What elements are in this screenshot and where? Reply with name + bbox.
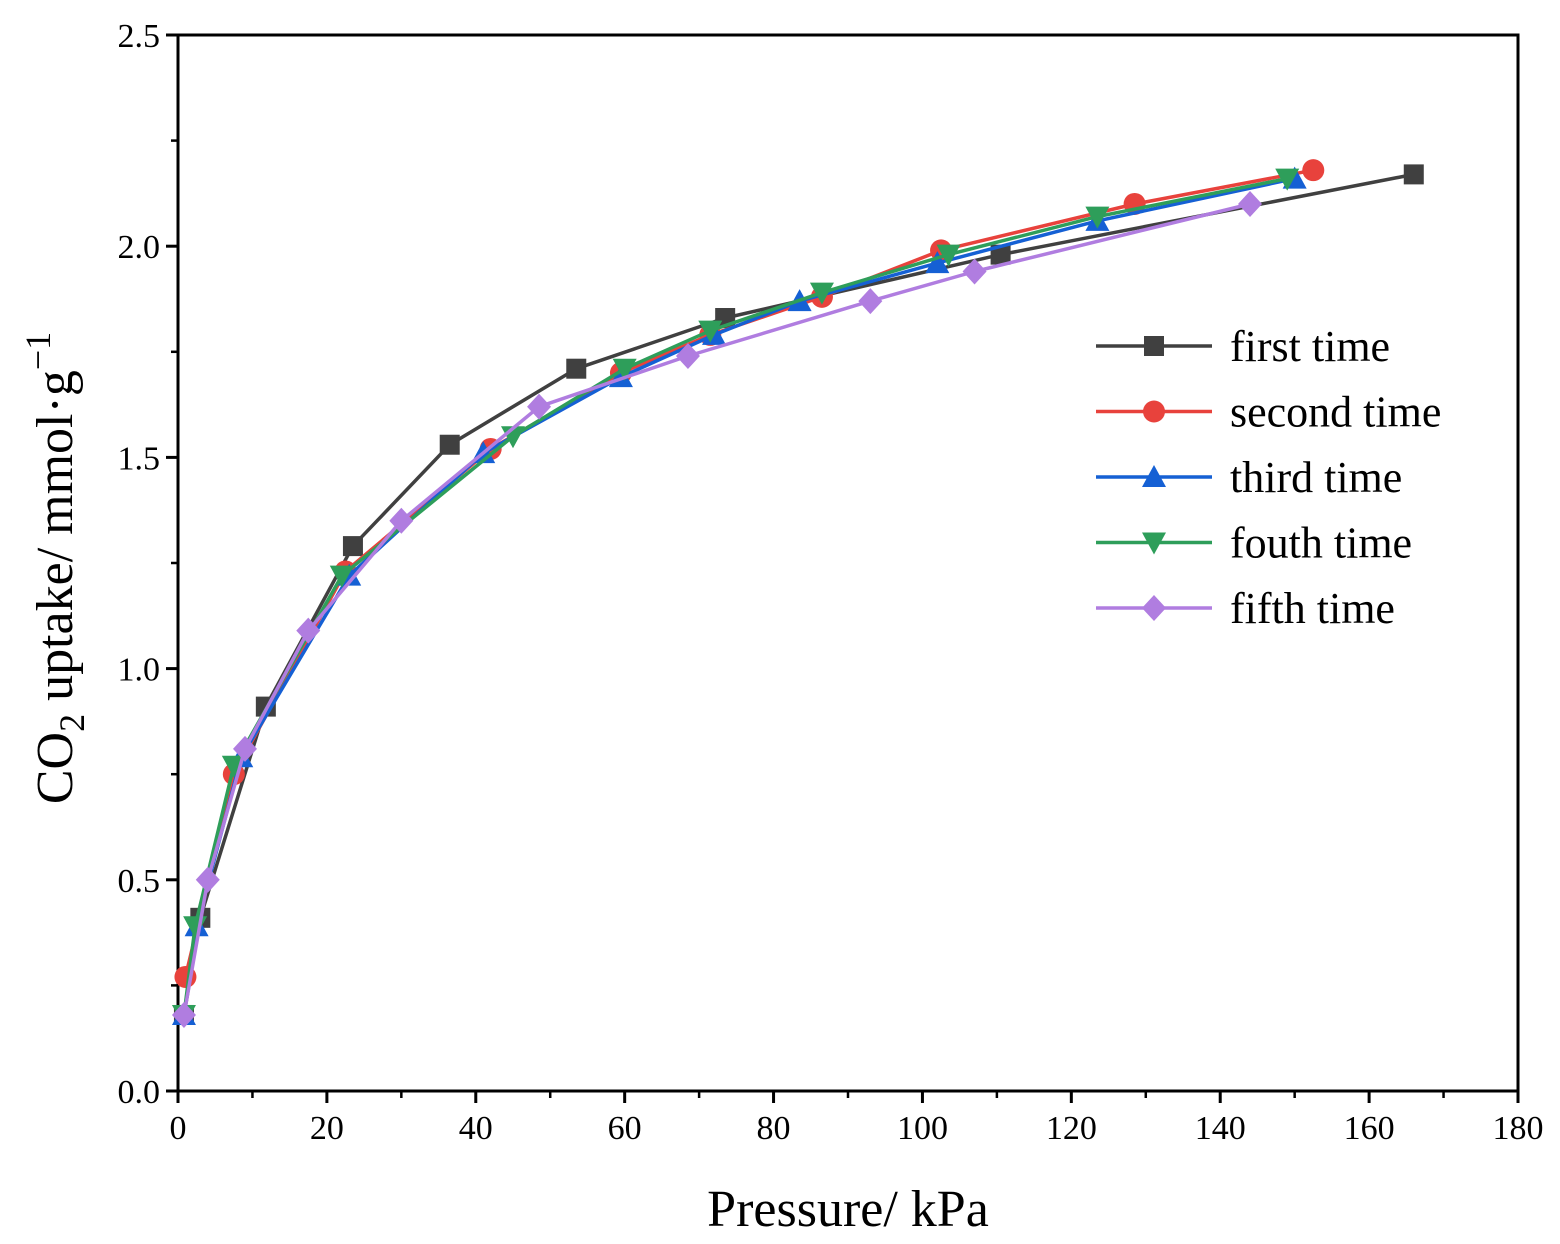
y-tick-label: 2.5	[118, 18, 161, 55]
data-point	[675, 343, 700, 370]
y-tick-label: 1.5	[118, 440, 161, 477]
y-axis-title-prefix: CO	[27, 732, 84, 804]
data-point	[612, 358, 637, 381]
x-tick-label: 0	[170, 1110, 187, 1147]
y-tick-label: 2.0	[118, 229, 161, 266]
data-point	[962, 258, 987, 285]
series-line	[182, 202, 1251, 1016]
legend-marker	[1142, 595, 1166, 621]
data-point	[925, 251, 950, 274]
legend: first time second time third time fouth tim…	[1096, 322, 1441, 633]
y-axis-title-subscript: 2	[52, 714, 92, 732]
data-point	[698, 320, 723, 343]
y-axis-title-main: uptake/ mmol·g	[27, 370, 84, 714]
y-axis-title-superscript: −1	[18, 332, 58, 370]
x-tick-label: 100	[897, 1110, 948, 1147]
x-tick-label: 20	[310, 1110, 344, 1147]
legend-label: third time	[1230, 453, 1402, 502]
data-point	[329, 565, 354, 588]
legend-marker	[1144, 336, 1164, 356]
legend-entry: second time	[1096, 388, 1441, 437]
data-point	[171, 1001, 196, 1028]
legend-label: fouth time	[1230, 519, 1412, 568]
legend-label: fifth time	[1230, 584, 1395, 633]
x-tick-label: 60	[608, 1110, 642, 1147]
x-tick-label: 80	[757, 1110, 791, 1147]
data-point	[1238, 190, 1262, 217]
data-point	[1403, 164, 1424, 185]
data-point	[1302, 159, 1325, 182]
legend-label: second time	[1230, 388, 1441, 437]
x-axis-title: Pressure/ kPa	[707, 1181, 989, 1238]
data-point	[296, 617, 321, 644]
series-layer	[171, 159, 1424, 1028]
series-5	[171, 190, 1262, 1028]
y-tick-label: 1.0	[118, 652, 161, 689]
legend-entry: first time	[1096, 322, 1390, 371]
x-axis: 0 20 40 60 80 100 120 140 160 180	[170, 1091, 1544, 1147]
legend-marker	[1143, 400, 1165, 423]
legend-entry: third time	[1096, 453, 1402, 502]
x-tick-label: 120	[1046, 1110, 1097, 1147]
data-point	[936, 244, 961, 267]
data-point	[389, 507, 414, 534]
x-tick-label: 180	[1493, 1110, 1544, 1147]
data-point	[527, 393, 552, 420]
data-point	[858, 288, 883, 315]
y-tick-label: 0.5	[118, 863, 161, 900]
data-point	[566, 358, 587, 379]
data-point	[233, 735, 257, 762]
x-tick-label: 40	[459, 1110, 493, 1147]
y-tick-label: 0.0	[118, 1074, 161, 1111]
legend-entry: fouth time	[1096, 519, 1412, 568]
data-point	[342, 536, 363, 557]
legend-entry: fifth time	[1096, 584, 1395, 633]
series-1	[173, 164, 1424, 1025]
data-point	[990, 244, 1011, 265]
data-point	[1275, 168, 1300, 191]
data-point	[1085, 206, 1110, 229]
series-4	[171, 168, 1300, 1027]
data-point	[439, 434, 460, 455]
x-tick-label: 140	[1195, 1110, 1246, 1147]
y-axis: 0.0 0.5 1.0 1.5 2.0 2.5	[118, 18, 178, 1111]
x-tick-label: 160	[1344, 1110, 1395, 1147]
legend-marker	[1142, 532, 1166, 555]
y-axis-title: CO2 uptake/ mmol·g−1	[18, 332, 92, 804]
data-point	[809, 282, 834, 305]
legend-label: first time	[1230, 322, 1390, 371]
data-point	[195, 866, 220, 893]
legend-marker	[1142, 465, 1166, 487]
